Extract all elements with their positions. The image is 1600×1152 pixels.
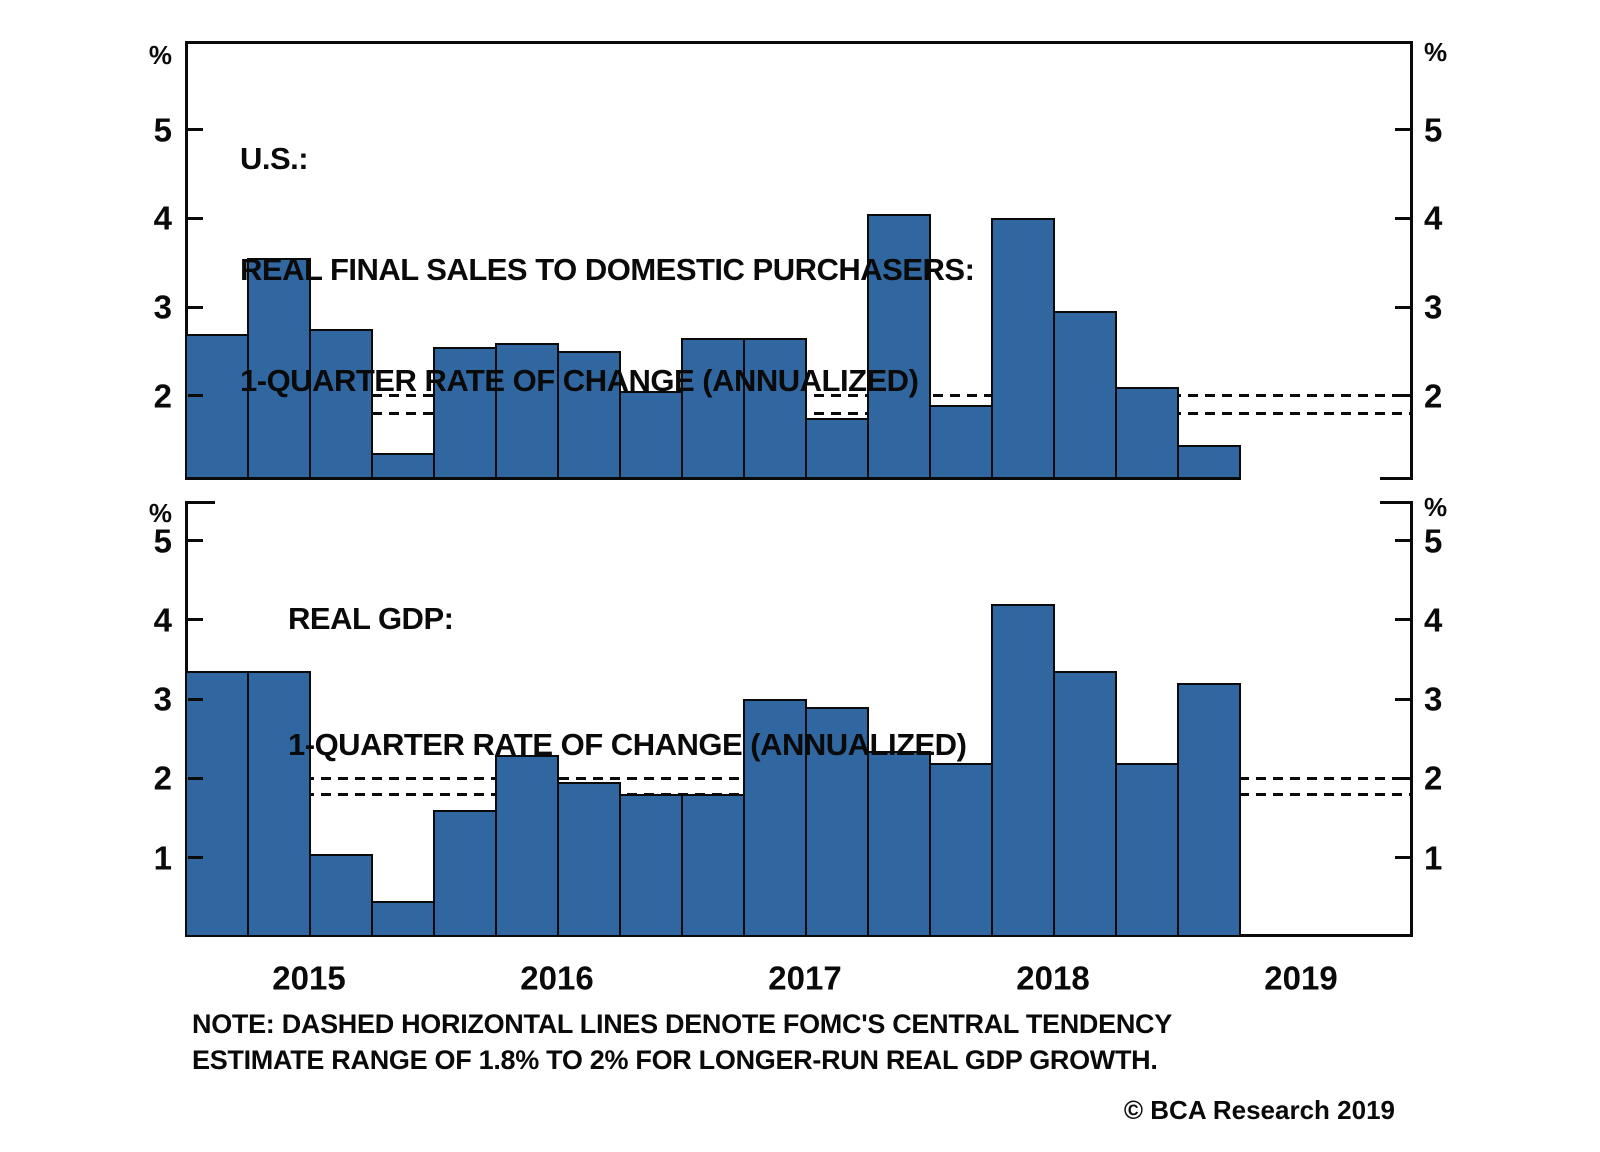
bar xyxy=(1053,311,1117,480)
y-axis-label-right: 1 xyxy=(1424,839,1443,877)
y-axis-label-left: 2 xyxy=(153,377,172,415)
top-panel-title-line-2: REAL FINAL SALES TO DOMESTIC PURCHASERS: xyxy=(240,252,975,287)
y-axis-label-right: 3 xyxy=(1424,680,1443,718)
y-axis-tick-left xyxy=(188,618,203,622)
top-panel-title-line-3: 1-QUARTER RATE OF CHANGE (ANNUALIZED) xyxy=(240,363,919,398)
top-panel-title-line-1: U.S.: xyxy=(240,141,309,176)
top-panel-top-border xyxy=(185,41,1413,44)
y-axis-tick-right xyxy=(1395,856,1410,860)
y-axis-tick-left xyxy=(188,216,203,220)
bar xyxy=(557,782,621,937)
y-axis-tick-left xyxy=(188,856,203,860)
bar xyxy=(247,671,311,937)
y-axis-tick-left xyxy=(188,128,203,132)
bottom-panel-title: REAL GDP: 1-QUARTER RATE OF CHANGE (ANNU… xyxy=(288,514,967,850)
y-axis-label-right: 4 xyxy=(1424,199,1443,237)
bottom-panel-top-right-stub xyxy=(1380,501,1413,504)
bottom-panel-title-line-1: REAL GDP: xyxy=(288,601,454,636)
bar xyxy=(1177,683,1241,937)
top-panel-right-axis xyxy=(1410,41,1413,480)
y-axis-tick-right xyxy=(1395,618,1410,622)
top-panel-left-axis xyxy=(185,41,188,480)
y-axis-tick-right xyxy=(1395,305,1410,309)
top-panel-bottom-border-under-bars xyxy=(185,477,1241,480)
x-axis-year-label: 2016 xyxy=(520,959,594,997)
y-axis-label-right: 4 xyxy=(1424,601,1443,639)
x-axis-year-label: 2019 xyxy=(1264,959,1338,997)
bar xyxy=(557,351,621,480)
y-axis-tick-left xyxy=(188,697,203,701)
top-panel-right-percent-label: % xyxy=(1424,37,1448,67)
bar xyxy=(495,342,559,480)
bar xyxy=(743,338,807,480)
bottom-panel-right-axis xyxy=(1410,501,1413,937)
y-axis-tick-left xyxy=(188,305,203,309)
y-axis-label-left: 3 xyxy=(153,288,172,326)
y-axis-label-right: 3 xyxy=(1424,288,1443,326)
y-axis-label-left: 4 xyxy=(153,199,172,237)
y-axis-label-right: 2 xyxy=(1424,377,1443,415)
y-axis-tick-right xyxy=(1395,394,1410,398)
bar xyxy=(1115,386,1179,480)
bottom-panel-top-left-stub xyxy=(185,501,215,504)
y-axis-tick-right xyxy=(1395,776,1410,780)
y-axis-label-left: 1 xyxy=(153,839,172,877)
bar xyxy=(867,213,931,480)
top-panel-title: U.S.: REAL FINAL SALES TO DOMESTIC PURCH… xyxy=(240,66,975,473)
y-axis-label-left: 3 xyxy=(153,680,172,718)
bar xyxy=(1115,762,1179,937)
y-axis-tick-left xyxy=(188,776,203,780)
bar xyxy=(681,338,745,480)
y-axis-tick-right xyxy=(1395,216,1410,220)
bar xyxy=(743,699,807,937)
top-panel-bottom-right-stub xyxy=(1380,477,1413,480)
bar xyxy=(1177,444,1241,480)
footnote-line-2: ESTIMATE RANGE OF 1.8% TO 2% FOR LONGER-… xyxy=(192,1045,1158,1075)
bar xyxy=(185,333,249,480)
y-axis-label-left: 4 xyxy=(153,601,172,639)
x-axis-year-label: 2015 xyxy=(272,959,346,997)
y-axis-tick-right xyxy=(1395,697,1410,701)
footnote-line-1: NOTE: DASHED HORIZONTAL LINES DENOTE FOM… xyxy=(192,1009,1172,1039)
x-axis-year-label: 2017 xyxy=(768,959,842,997)
y-axis-tick-right xyxy=(1395,539,1410,543)
y-axis-label-right: 2 xyxy=(1424,759,1443,797)
footnote: NOTE: DASHED HORIZONTAL LINES DENOTE FOM… xyxy=(192,1006,1172,1078)
bar xyxy=(681,794,745,937)
bar xyxy=(309,853,373,937)
y-axis-label-left: 5 xyxy=(153,522,172,560)
y-axis-label-left: 2 xyxy=(153,759,172,797)
bar xyxy=(185,671,249,937)
bar xyxy=(619,391,683,480)
bar xyxy=(309,329,373,480)
bottom-panel-right-percent-label: % xyxy=(1424,492,1448,522)
bar xyxy=(805,417,869,480)
bar xyxy=(433,810,497,937)
y-axis-tick-right xyxy=(1395,128,1410,132)
y-axis-label-right: 5 xyxy=(1424,111,1443,149)
y-axis-label-right: 5 xyxy=(1424,522,1443,560)
bottom-panel-title-line-2: 1-QUARTER RATE OF CHANGE (ANNUALIZED) xyxy=(288,727,967,762)
y-axis-tick-left xyxy=(188,394,203,398)
bar xyxy=(929,762,993,937)
y-axis-label-left: 5 xyxy=(153,111,172,149)
bottom-panel-left-percent-label: % xyxy=(148,498,172,528)
x-axis-year-label: 2018 xyxy=(1016,959,1090,997)
copyright-text: © BCA Research 2019 xyxy=(1123,1095,1395,1125)
top-panel-left-percent-label: % xyxy=(148,40,172,70)
y-axis-tick-left xyxy=(188,539,203,543)
